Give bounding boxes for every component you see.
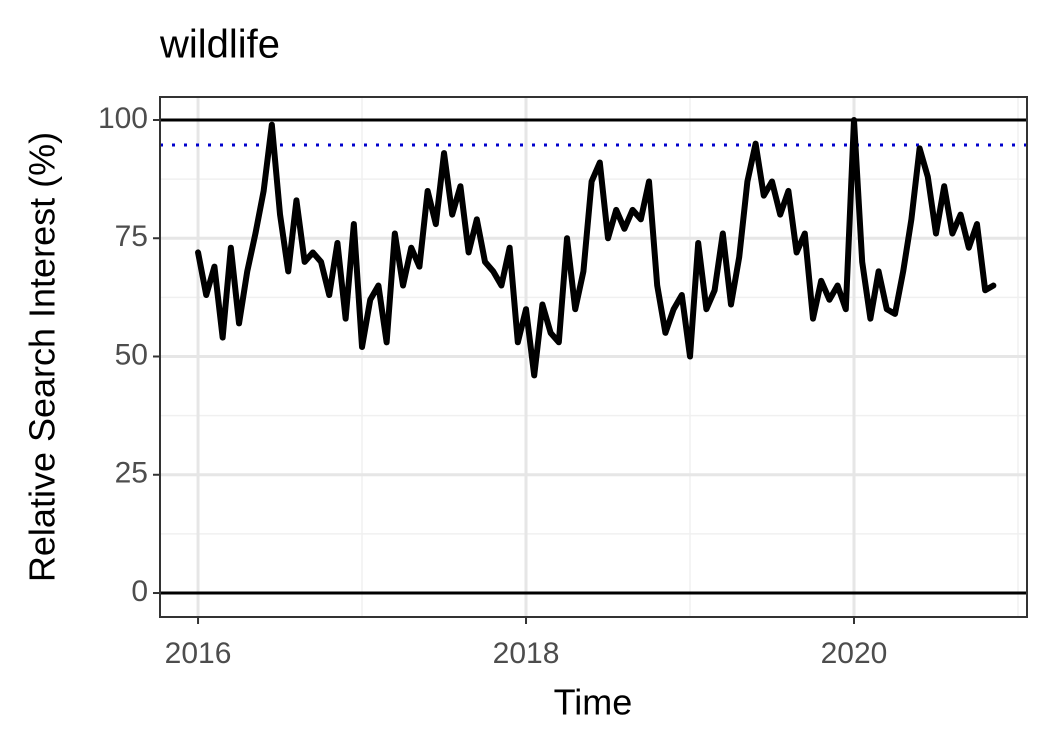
chart-title: wildlife (159, 23, 280, 67)
y-axis-label: Relative Search Interest (%) (22, 132, 63, 582)
x-tick-label: 2018 (493, 637, 560, 670)
y-tick-label: 75 (115, 220, 148, 253)
reference-lines (160, 118, 1027, 595)
axes: 0 25 50 75 100 2016 2018 2020 (98, 102, 887, 670)
y-tick-label: 100 (98, 102, 148, 135)
x-axis-label: Time (554, 682, 633, 723)
x-tick-label: 2020 (821, 637, 888, 670)
data-line (195, 116, 997, 379)
y-tick-label: 25 (115, 457, 148, 490)
y-tick-label: 50 (115, 338, 148, 371)
y-tick-label: 0 (131, 575, 148, 608)
plot-marks (195, 116, 997, 379)
x-tick-label: 2016 (165, 637, 232, 670)
